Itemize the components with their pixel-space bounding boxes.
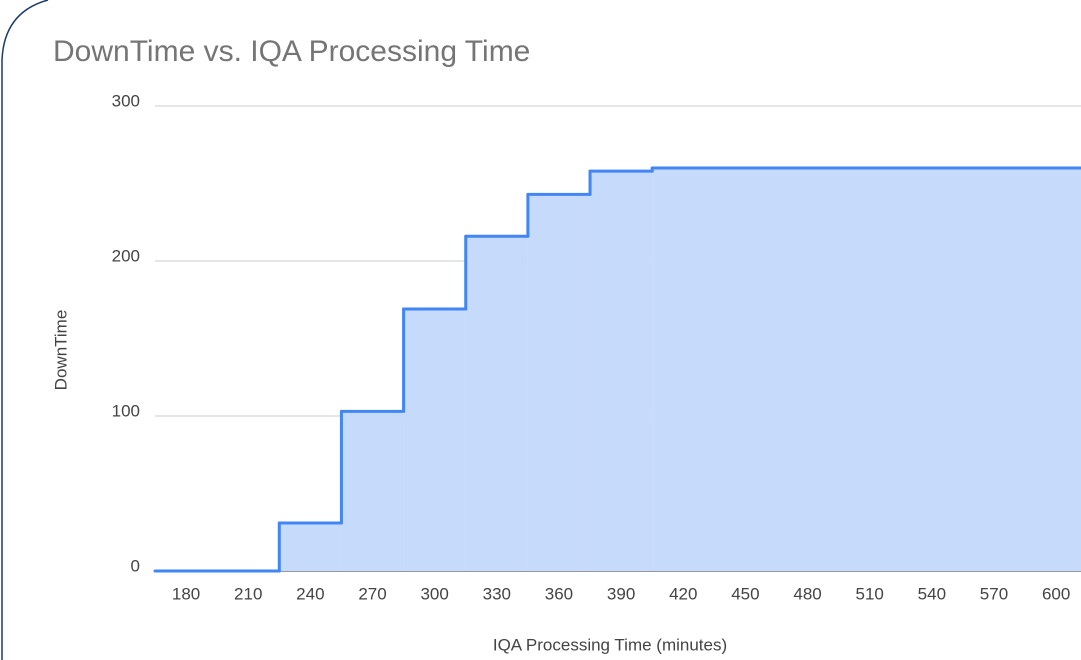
y-tick-label: 300 [112, 91, 140, 110]
x-tick-label: 570 [980, 584, 1008, 603]
y-tick-label: 100 [112, 401, 140, 420]
y-tick-label: 200 [112, 246, 140, 265]
x-tick-label: 240 [296, 584, 324, 603]
area-step [527, 194, 591, 571]
x-axis-title: IQA Processing Time (minutes) [493, 635, 727, 654]
area-step [279, 522, 342, 571]
x-tick-label: 270 [358, 584, 386, 603]
area-step [403, 309, 466, 571]
area-step [465, 236, 528, 571]
x-tick-label: 180 [172, 584, 200, 603]
x-tick-label: 540 [918, 584, 946, 603]
x-tick-label: 390 [607, 584, 635, 603]
x-tick-label: 510 [856, 584, 884, 603]
area-step [341, 411, 404, 571]
x-tick-label: 450 [731, 584, 759, 603]
x-tick-label: 420 [669, 584, 697, 603]
area-step [652, 168, 1081, 571]
y-axis-title: DownTime [51, 310, 70, 391]
y-tick-label: 0 [131, 556, 140, 575]
x-tick-label: 480 [793, 584, 821, 603]
area-step [590, 171, 653, 571]
x-tick-label: 600 [1042, 584, 1070, 603]
chart-title: DownTime vs. IQA Processing Time [53, 35, 530, 68]
x-tick-label: 360 [545, 584, 573, 603]
x-tick-label: 210 [234, 584, 262, 603]
x-tick-label: 330 [483, 584, 511, 603]
card-border [1, 0, 49, 660]
x-tick-label: 300 [420, 584, 448, 603]
